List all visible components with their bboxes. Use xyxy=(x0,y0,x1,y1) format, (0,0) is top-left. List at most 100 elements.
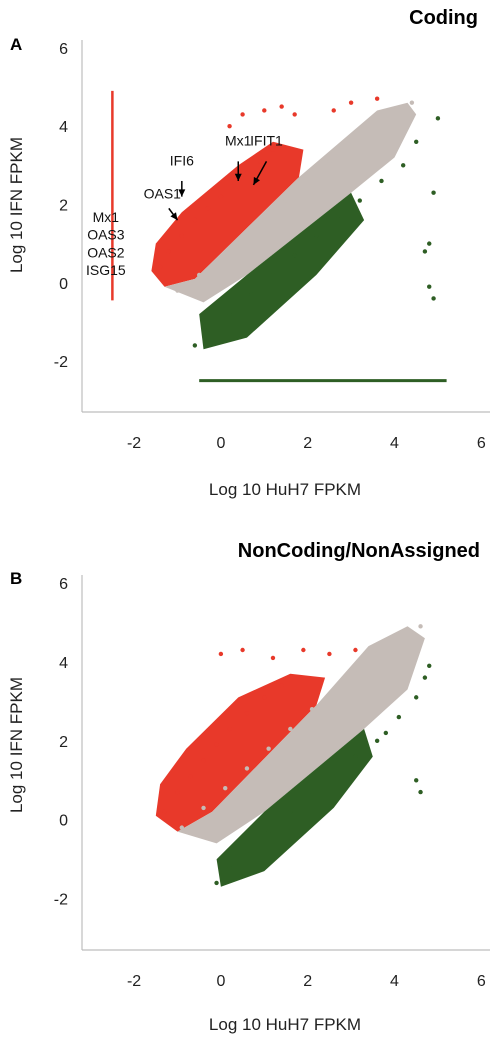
x-tick-label: 4 xyxy=(390,973,399,990)
neutral-point xyxy=(374,651,380,657)
down-point xyxy=(244,849,250,854)
neutral-cloud xyxy=(164,102,417,303)
up-point xyxy=(262,695,267,700)
down-point xyxy=(335,214,341,219)
down-point xyxy=(414,778,419,783)
up-cloud xyxy=(151,141,304,287)
neutral-point xyxy=(288,726,293,732)
panel-a-letter: A xyxy=(10,35,22,54)
down-point xyxy=(353,754,358,759)
down-point xyxy=(396,714,402,720)
gene-label: Mx1 xyxy=(93,209,120,225)
up-point xyxy=(175,789,180,795)
down-point xyxy=(422,675,428,680)
x-tick-label: 2 xyxy=(303,435,312,452)
neutral-point xyxy=(418,624,423,629)
down-point xyxy=(309,789,315,795)
up-point xyxy=(257,159,263,164)
down-point xyxy=(431,190,436,195)
x-tick-label: 4 xyxy=(390,435,399,452)
x-tick-label: 0 xyxy=(216,973,225,990)
up-cloud xyxy=(155,673,326,832)
y-tick-label: 2 xyxy=(59,734,68,751)
neutral-point xyxy=(409,100,415,105)
neutral-point xyxy=(223,785,228,791)
up-point xyxy=(301,647,306,653)
neutral-point xyxy=(331,687,336,692)
neutral-point xyxy=(370,123,376,129)
down-point xyxy=(192,343,198,348)
down-cloud xyxy=(216,728,373,887)
panel-a-xlabel: Log 10 HuH7 FPKM xyxy=(209,480,361,499)
y-tick-label: -2 xyxy=(54,354,68,371)
down-point xyxy=(266,829,271,834)
up-point xyxy=(279,683,284,688)
y-tick-label: -2 xyxy=(54,892,68,909)
down-point xyxy=(205,327,211,332)
panel-a: Coding A Log 10 HuH7 FPKM Log 10 IFN FPK… xyxy=(7,7,490,499)
panel-b-title: NonCoding/NonAssigned xyxy=(238,540,480,562)
up-point xyxy=(270,147,276,152)
down-point xyxy=(227,311,232,317)
down-point xyxy=(400,163,406,168)
up-point xyxy=(262,108,267,113)
gene-label: IFIT1 xyxy=(250,133,283,149)
up-point xyxy=(166,249,172,254)
neutral-point xyxy=(353,667,358,672)
down-point xyxy=(435,116,441,121)
up-point xyxy=(157,264,163,270)
neutral-point xyxy=(327,159,332,164)
down-point xyxy=(383,730,389,736)
up-point xyxy=(240,647,245,653)
y-tick-label: 4 xyxy=(59,655,68,672)
down-point xyxy=(418,789,423,795)
arrow-head xyxy=(253,176,260,185)
up-point xyxy=(214,742,219,747)
gene-label: Mx1 xyxy=(225,133,252,149)
up-point xyxy=(374,96,380,101)
up-point xyxy=(218,194,224,199)
up-point xyxy=(270,655,276,661)
up-point xyxy=(231,182,237,188)
up-point xyxy=(201,758,206,763)
y-tick-label: 0 xyxy=(59,813,68,830)
neutral-cloud xyxy=(177,626,425,844)
down-point xyxy=(314,233,319,238)
x-tick-label: 6 xyxy=(477,435,486,452)
down-point xyxy=(427,284,432,289)
up-point xyxy=(348,100,354,105)
gene-label: OAS2 xyxy=(87,244,125,260)
up-point xyxy=(296,675,302,680)
up-point xyxy=(162,809,167,815)
neutral-point xyxy=(396,639,402,645)
y-tick-label: 6 xyxy=(59,41,68,58)
arrow-head xyxy=(170,212,178,221)
panel-b-xlabel: Log 10 HuH7 FPKM xyxy=(209,1015,361,1034)
down-point xyxy=(270,272,276,278)
up-point xyxy=(218,651,224,657)
x-tick-label: -2 xyxy=(127,973,141,990)
up-point xyxy=(240,112,245,117)
neutral-point xyxy=(266,746,271,751)
up-point xyxy=(244,170,250,176)
down-point xyxy=(431,296,436,301)
up-point xyxy=(227,123,232,129)
panel-a-title: Coding xyxy=(409,7,478,29)
gene-label: OAS3 xyxy=(87,227,125,243)
panel-b: NonCoding/NonAssigned B Log 10 HuH7 FPKM… xyxy=(7,540,490,1034)
down-point xyxy=(331,774,336,779)
neutral-point xyxy=(201,805,206,811)
down-point xyxy=(374,738,380,743)
neutral-point xyxy=(196,272,202,278)
x-tick-label: 6 xyxy=(477,973,486,990)
down-point xyxy=(427,663,432,668)
down-point xyxy=(427,241,432,246)
up-point xyxy=(192,217,198,223)
neutral-point xyxy=(283,198,289,203)
up-point xyxy=(179,233,185,238)
panel-b-letter: B xyxy=(10,569,22,588)
up-point xyxy=(279,104,284,109)
neutral-point xyxy=(175,288,180,293)
up-point xyxy=(227,726,232,732)
gene-label: IFI6 xyxy=(170,152,194,168)
